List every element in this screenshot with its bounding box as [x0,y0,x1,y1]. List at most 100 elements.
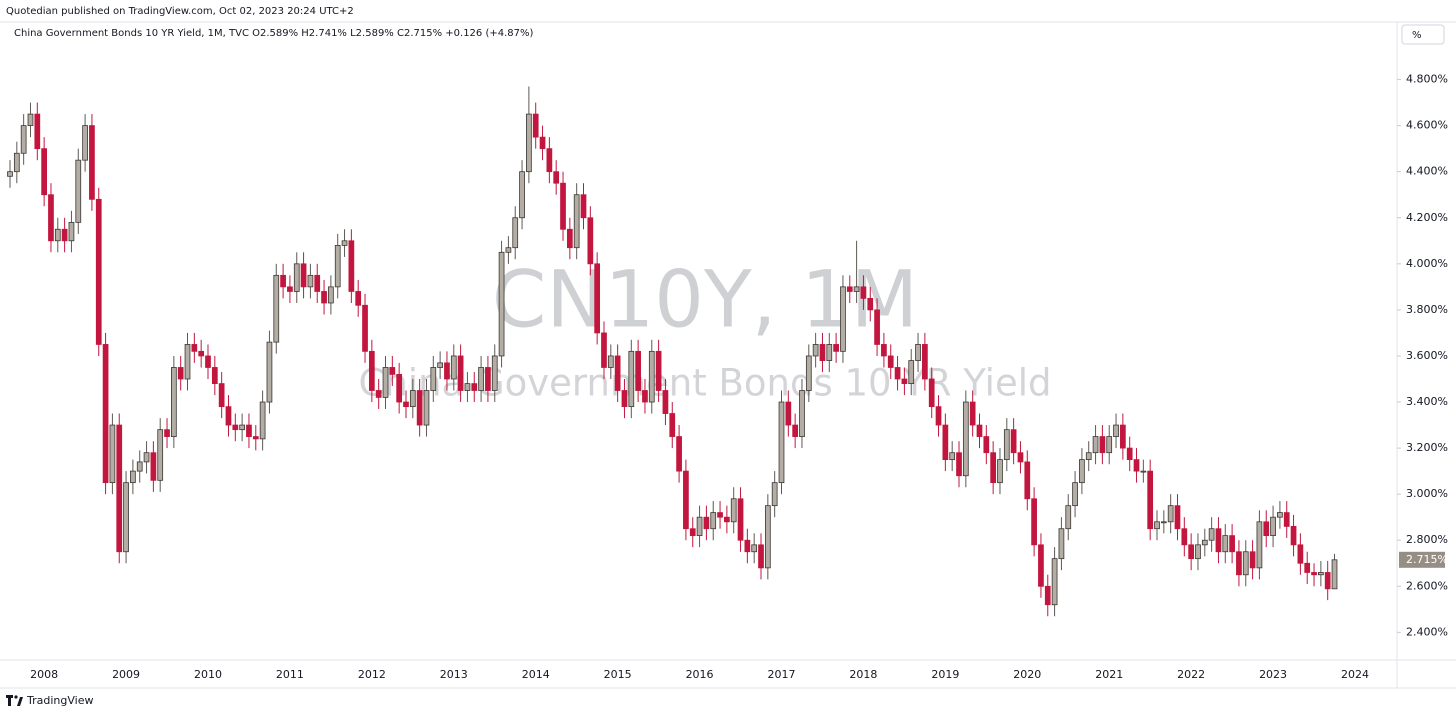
scale-button[interactable] [1401,24,1445,45]
candle-body [1277,512,1283,518]
brand-logo [6,695,23,706]
candle-body [450,355,457,380]
y-tick-label: 3.400% [1406,395,1448,408]
candle-body [1195,544,1201,560]
x-tick-label: 2012 [358,668,386,681]
candle-body [170,367,177,437]
candle-body [1106,436,1113,454]
candle-body [1154,521,1160,530]
candle-body [819,344,826,361]
candle-body [48,194,54,242]
scale-button-label[interactable]: % [1412,30,1422,41]
y-tick-label: 2.600% [1406,579,1448,592]
candle-body [1010,429,1017,454]
candle-body [942,424,949,461]
y-tick-label: 4.800% [1406,73,1448,86]
candle-body [20,125,27,154]
candle-body [621,390,628,408]
watermark-symbol: CN10Y, 1M [492,255,918,345]
candle-body [744,539,751,553]
x-tick-label: 2021 [1095,668,1123,681]
candle-body [826,344,833,361]
candle-body [874,309,880,345]
candle-body [1031,498,1037,546]
candle-body [321,291,327,304]
candle-body [553,171,560,184]
candle-body [205,355,211,368]
candle-body [710,512,717,530]
candle-body [328,286,334,304]
candle-body [1140,470,1147,473]
candle-body [1003,429,1010,461]
candle-body [239,424,245,431]
candle-body [935,406,942,426]
candle-body [696,516,703,537]
candle-body [887,355,894,368]
candle-body [1126,447,1133,461]
candle-body [1263,521,1270,537]
last-price-box [1399,551,1445,568]
candle-body [956,452,962,477]
candle-body [389,367,396,375]
candle-body [1113,424,1119,437]
candle-body [949,452,956,461]
candle-body [307,274,314,288]
candle-body [676,436,682,472]
candle-body [211,367,218,384]
candle-body [1072,482,1078,507]
candle-body [635,350,641,391]
candle-body [75,159,82,223]
candle-body [1058,528,1065,560]
y-tick-label: 4.400% [1406,165,1448,178]
candle-body [150,452,157,481]
candle-body [430,367,437,391]
candle-body [771,482,778,507]
y-tick-label: 2.800% [1406,533,1448,546]
candle-body [642,390,648,403]
candle-body [41,148,47,196]
candle-body [833,344,839,352]
candle-body [252,436,259,440]
candle-body [478,367,484,391]
candle-body [614,355,621,391]
candle-body [662,390,669,414]
symbol-line: China Government Bonds 10 YR Yield, 1M, … [14,28,534,39]
candle-body [962,401,969,477]
candle-body [437,362,443,368]
candle-body [607,355,614,368]
x-tick-label: 2018 [849,668,877,681]
candle-body [1201,539,1208,546]
candle-body [908,360,915,384]
candle-body [867,297,874,311]
candle-body [922,344,928,380]
candle-body [519,171,525,219]
candle-body [423,390,430,426]
candle-body [109,424,116,484]
candle-body [273,274,280,343]
candle-body [266,341,273,403]
candle-body [1147,470,1154,530]
candle-body [287,286,293,292]
candle-body [198,350,205,357]
candle-body [566,228,573,249]
candle-body [1092,436,1099,454]
candle-body [143,452,150,463]
candle-body [717,512,723,518]
candle-body [799,390,805,437]
candle-body [1324,572,1331,590]
candle-body [778,401,785,484]
candle-body [737,498,744,541]
candle-body [853,286,860,292]
candle-body [928,378,935,408]
candle-body [218,383,225,408]
candle-body [498,251,505,357]
candle-body [375,390,382,398]
candle-body [840,286,846,352]
candle-body [1215,528,1222,553]
candle-body [1311,572,1317,576]
candle-body [812,344,819,357]
candle-body [68,221,75,242]
candle-body [464,383,471,391]
candle-body [915,344,921,361]
